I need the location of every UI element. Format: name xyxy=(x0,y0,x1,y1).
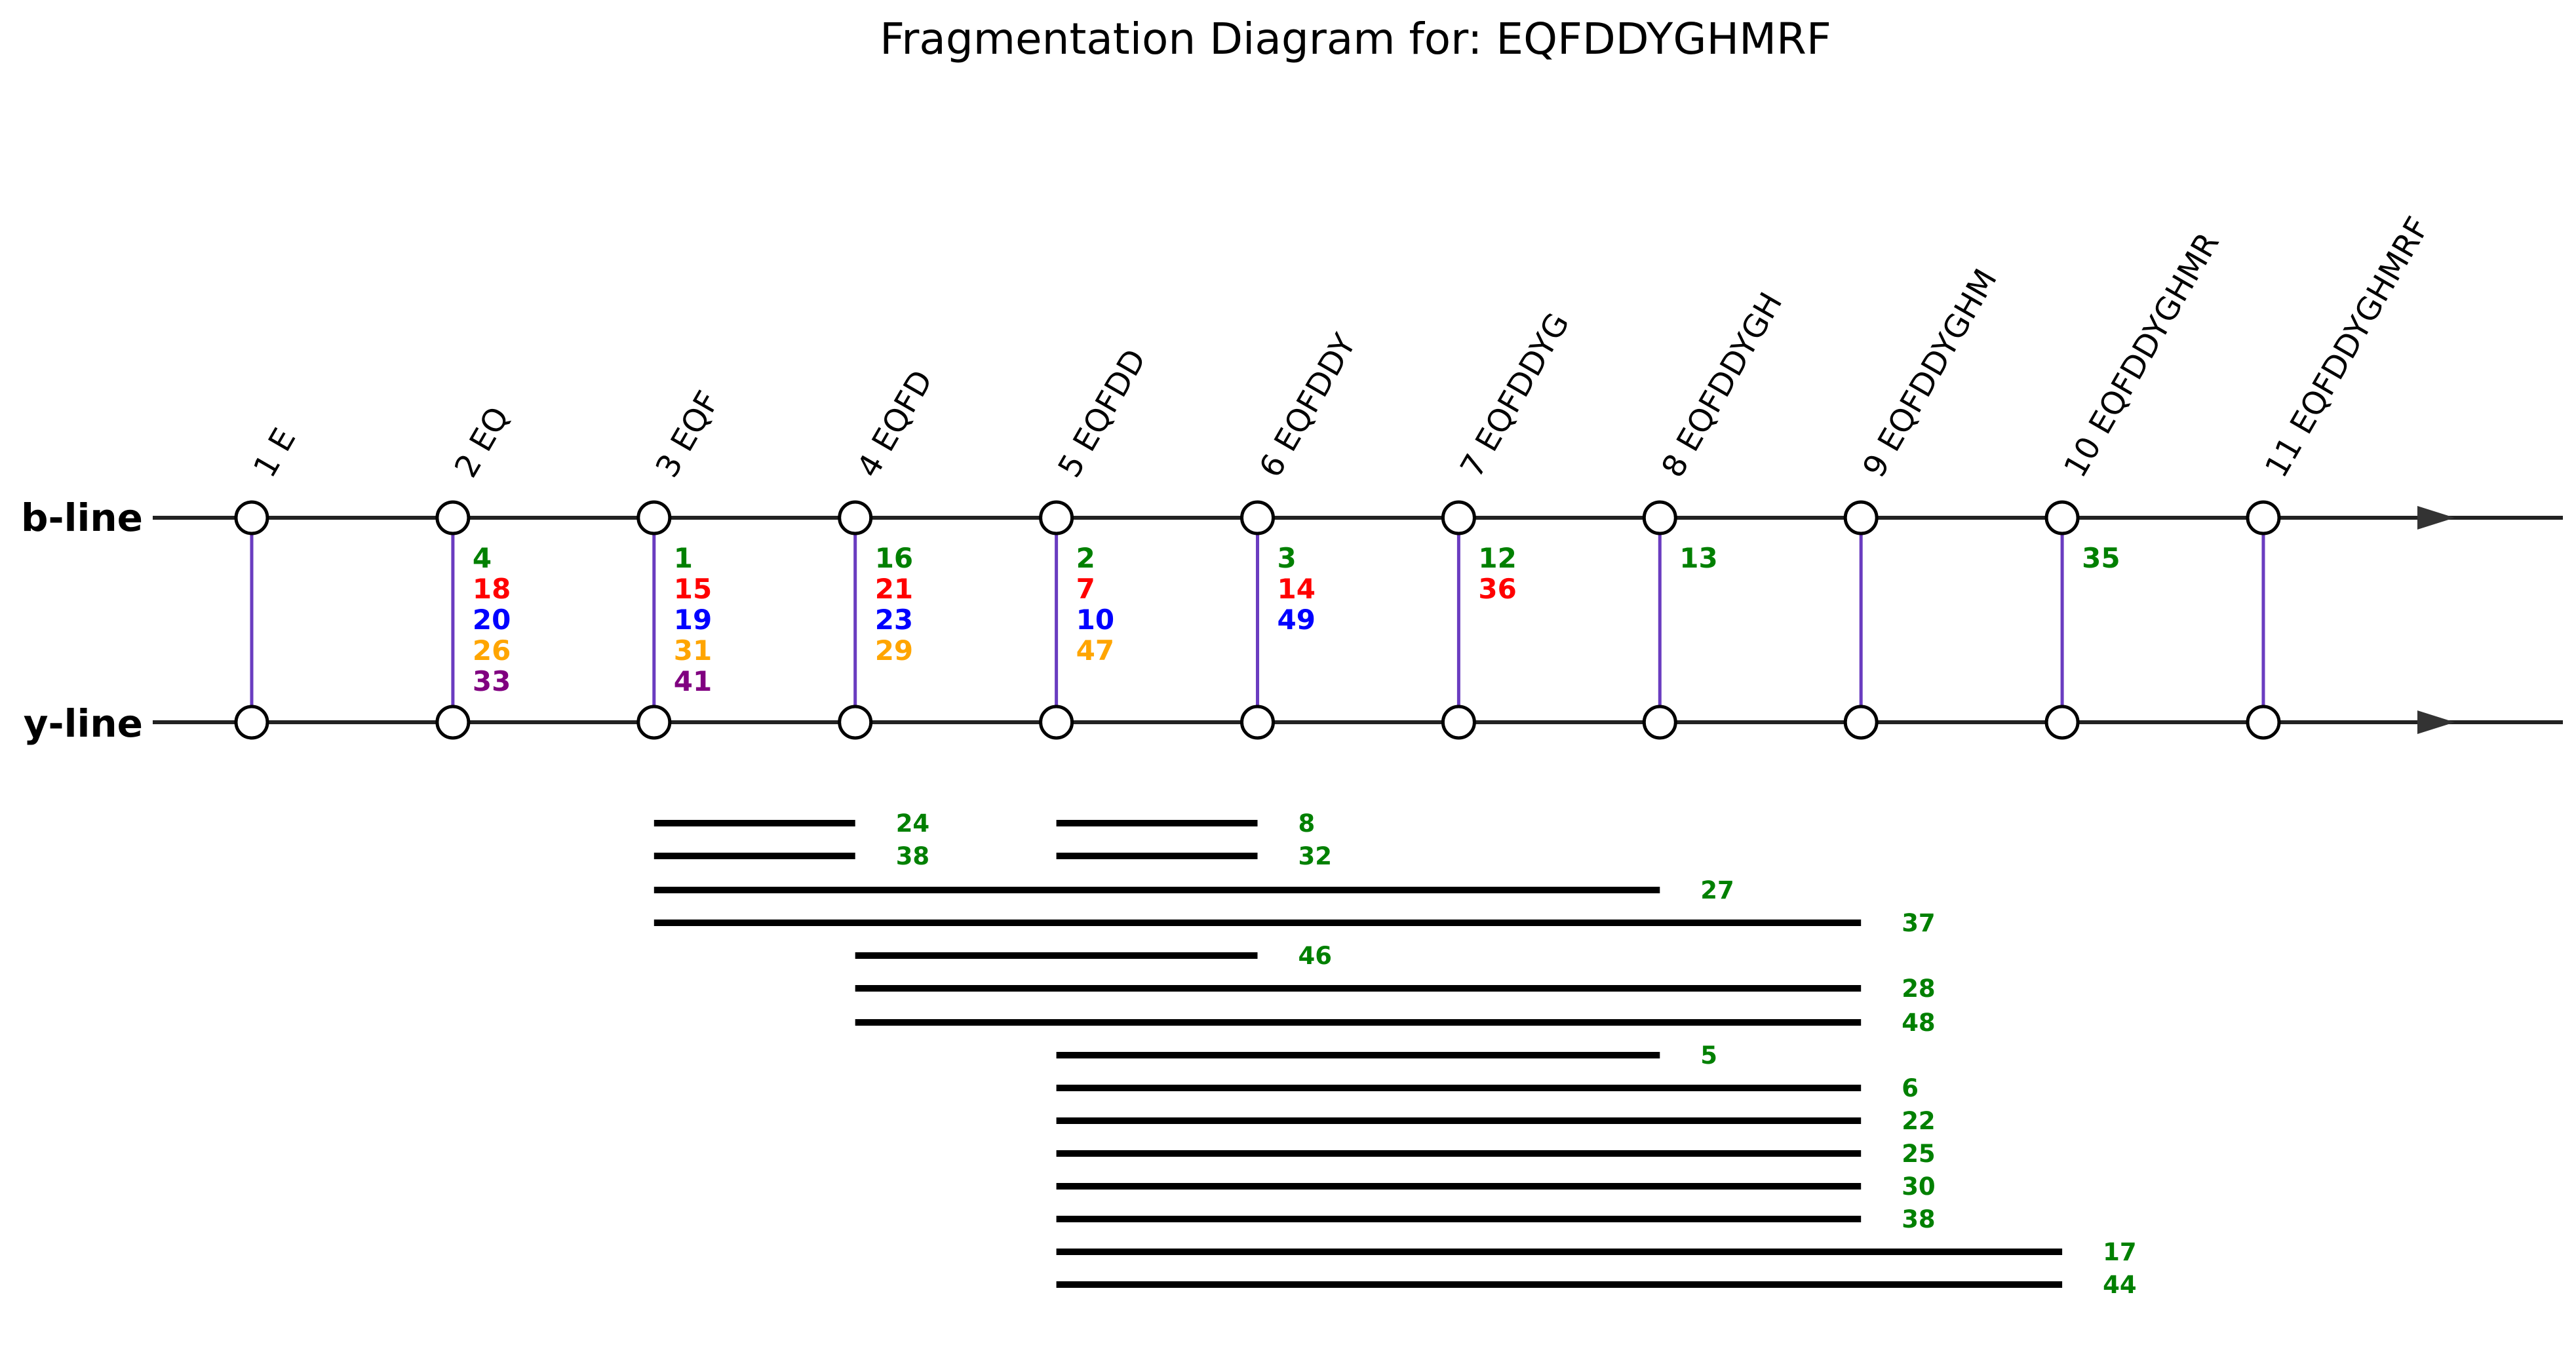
span-label-13: 25 xyxy=(1902,1140,1936,1168)
y-line-arrow-icon xyxy=(2417,710,2455,734)
spans: 24 38 8 32 27 37 46 28 48 5 6 22 25 30 38 17 44 xyxy=(654,809,2137,1299)
count-10-1: 35 xyxy=(2082,542,2120,574)
count-4-1: 16 xyxy=(875,542,913,574)
fragment-label-10: 10 EQFDDYGHMR xyxy=(2057,227,2227,484)
span-label-4: 32 xyxy=(1298,842,1333,870)
b-node-1 xyxy=(234,500,269,535)
b-node-6 xyxy=(1240,500,1275,535)
span-label-9: 48 xyxy=(1902,1009,1936,1037)
span-label-8: 28 xyxy=(1902,975,1936,1003)
count-3-4: 31 xyxy=(674,634,712,667)
span-label-7: 46 xyxy=(1298,942,1333,970)
count-2-2: 18 xyxy=(473,573,511,605)
fragment-label-8: 8 EQFDDYGH xyxy=(1654,286,1789,484)
diagram-title: Fragmentation Diagram for: EQFDDYGHMRF xyxy=(880,14,1831,64)
y-node-2 xyxy=(435,705,471,740)
count-6-2: 14 xyxy=(1278,573,1316,605)
b-node-11 xyxy=(2246,500,2281,535)
b-node-9 xyxy=(1843,500,1879,535)
fragment-label-11: 11 EQFDDYGHMRF xyxy=(2258,211,2437,484)
fragment-label-2: 2 EQ xyxy=(448,400,517,484)
b-line-label: b-line xyxy=(21,495,143,540)
b-node-3 xyxy=(636,500,672,535)
fragment-label-4: 4 EQFD xyxy=(850,364,941,484)
fragment-label-6: 6 EQFDDY xyxy=(1252,328,1363,484)
count-5-1: 2 xyxy=(1076,542,1095,574)
y-node-9 xyxy=(1843,705,1879,740)
b-node-5 xyxy=(1039,500,1074,535)
y-node-4 xyxy=(838,705,873,740)
b-line-arrow-icon xyxy=(2417,506,2455,530)
count-7-2: 36 xyxy=(1478,573,1516,605)
count-3-1: 1 xyxy=(674,542,693,574)
fragment-counts: 4182026331151931411621232927104731449123… xyxy=(473,542,2120,697)
fragment-label-3: 3 EQF xyxy=(649,385,727,484)
fragment-label-7: 7 EQFDDYG xyxy=(1453,307,1576,484)
y-node-5 xyxy=(1039,705,1074,740)
span-label-1: 24 xyxy=(896,809,930,838)
b-node-10 xyxy=(2044,500,2080,535)
count-5-4: 47 xyxy=(1076,634,1114,667)
count-8-1: 13 xyxy=(1679,542,1717,574)
b-node-8 xyxy=(1642,500,1677,535)
span-label-10: 5 xyxy=(1700,1041,1717,1070)
count-6-3: 49 xyxy=(1278,604,1316,636)
y-node-7 xyxy=(1441,705,1476,740)
span-label-14: 30 xyxy=(1902,1172,1936,1201)
span-label-3: 8 xyxy=(1298,809,1316,838)
count-5-2: 7 xyxy=(1076,573,1095,605)
count-5-3: 10 xyxy=(1076,604,1114,636)
count-7-1: 12 xyxy=(1478,542,1516,574)
count-4-2: 21 xyxy=(875,573,913,605)
fragment-label-9: 9 EQFDDYGHM xyxy=(1856,263,2004,484)
b-node-7 xyxy=(1441,500,1476,535)
span-label-2: 38 xyxy=(896,842,930,870)
fragment-label-5: 5 EQFDD xyxy=(1051,343,1153,484)
count-3-3: 19 xyxy=(674,604,712,636)
span-label-5: 27 xyxy=(1700,876,1734,904)
count-3-5: 41 xyxy=(674,665,712,697)
count-4-3: 23 xyxy=(875,604,913,636)
span-label-11: 6 xyxy=(1902,1074,1919,1102)
count-4-4: 29 xyxy=(875,634,913,667)
count-2-5: 33 xyxy=(473,665,511,697)
y-node-11 xyxy=(2246,705,2281,740)
y-node-10 xyxy=(2044,705,2080,740)
span-label-16: 17 xyxy=(2103,1238,2137,1266)
b-node-4 xyxy=(838,500,873,535)
y-node-1 xyxy=(234,705,269,740)
y-node-3 xyxy=(636,705,672,740)
count-2-4: 26 xyxy=(473,634,511,667)
count-2-3: 20 xyxy=(473,604,511,636)
y-line-label: y-line xyxy=(24,701,143,746)
fragment-labels: 1 E 2 EQ 3 EQF 4 EQFD 5 EQFDD 6 EQFDDY 7 EQFDD… xyxy=(246,211,2437,484)
span-label-6: 37 xyxy=(1902,909,1936,937)
y-node-8 xyxy=(1642,705,1677,740)
count-2-1: 4 xyxy=(473,542,492,574)
nodes xyxy=(234,500,2281,740)
y-node-6 xyxy=(1240,705,1275,740)
b-node-2 xyxy=(435,500,471,535)
span-label-15: 38 xyxy=(1902,1205,1936,1233)
span-label-12: 22 xyxy=(1902,1107,1936,1135)
fragment-label-1: 1 E xyxy=(246,422,303,484)
count-6-1: 3 xyxy=(1278,542,1297,574)
connectors xyxy=(250,518,2265,722)
count-3-2: 15 xyxy=(674,573,712,605)
span-label-17: 44 xyxy=(2103,1271,2137,1299)
